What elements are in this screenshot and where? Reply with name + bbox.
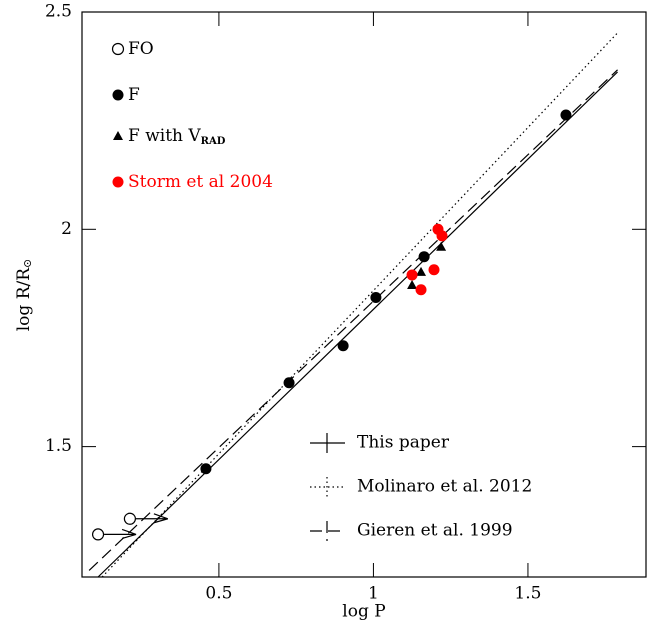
legend-label: Gieren et al. 1999 [357,521,513,541]
fit-line [97,71,618,578]
fit-line [88,69,618,571]
y-tick-label: 2.5 [45,2,72,22]
circle-marker [337,340,349,352]
circle-marker [370,292,382,304]
y-axis-label: log R/R⊙ [14,259,35,332]
triangle-marker [407,279,418,289]
circle-marker [428,264,440,276]
circle-marker [560,109,572,121]
open-circle-marker [91,528,105,541]
arrow [135,513,169,524]
circle-marker [415,284,427,296]
legend-label: This paper [357,433,450,453]
legend-label-sub: RAD [201,136,226,147]
x-tick-label: 1.5 [514,584,541,604]
y-tick-label: 2 [61,219,72,239]
legend-label: Storm et al 2004 [128,172,273,192]
circle-marker [112,176,124,188]
triangle-marker [416,266,427,276]
y-tick-label: 1.5 [45,436,72,456]
circle-marker [436,230,448,242]
y-axis-label-sub: ⊙ [21,259,34,268]
x-tick-label: 1 [368,584,379,604]
x-axis-label: log P [342,602,385,622]
arrow [104,528,137,539]
circle-marker [283,377,295,389]
x-tick-label: 0.5 [205,584,232,604]
legend-label-text: FO [128,39,154,59]
triangle-marker [436,241,447,251]
triangle-marker [113,131,123,140]
circle-marker [200,463,212,475]
open-circle-marker [111,42,125,56]
y-axis-label-main: log R/R [14,267,34,331]
plot-frame [81,11,647,578]
open-circle-marker [123,512,137,525]
circle-marker [406,269,418,281]
legend-label-text: F [128,85,140,105]
circle-marker [418,251,430,263]
circle-marker [112,89,124,101]
legend-label-text: Storm et al 2004 [128,172,273,192]
legend-label: Molinaro et al. 2012 [357,477,532,497]
legend-label: F [128,85,140,105]
legend-label: F with VRAD [128,126,226,147]
legend-label: FO [128,39,154,59]
legend-label-text: F with V [128,126,201,146]
fit-line [101,32,619,578]
